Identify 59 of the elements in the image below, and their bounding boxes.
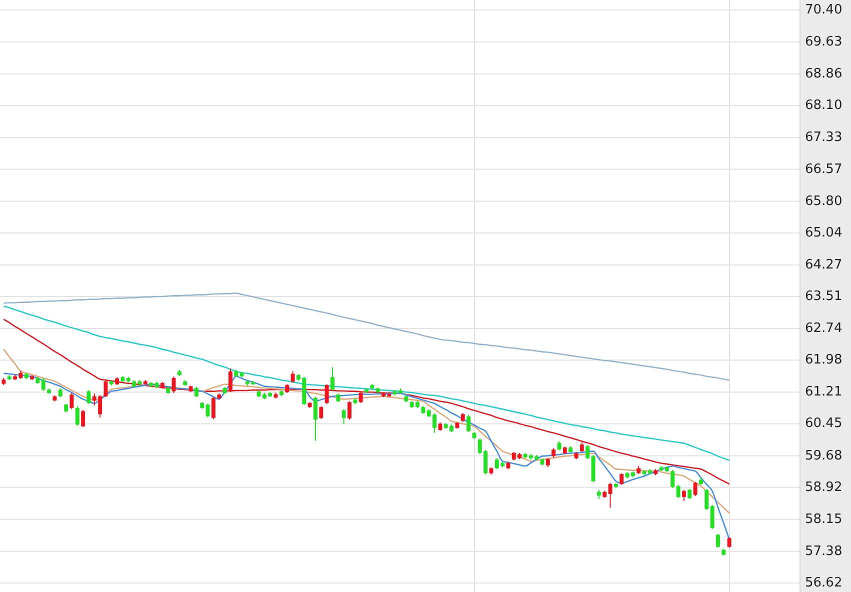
y-tick-label: 64.27: [805, 257, 842, 272]
candlestick: [81, 410, 86, 428]
candlestick: [693, 481, 698, 497]
candlestick: [342, 408, 346, 425]
y-tick-label: 58.15: [805, 512, 842, 527]
candlestick: [330, 366, 334, 391]
candlestick: [104, 380, 108, 398]
y-tick-label: 69.63: [805, 34, 842, 50]
y-tick-label: 68.86: [805, 66, 842, 82]
candlestick: [688, 488, 692, 500]
candlestick: [727, 536, 732, 548]
candlestick: [466, 414, 471, 433]
line-series: [3, 305, 730, 461]
y-tick-label: 70.40: [805, 2, 842, 18]
y-tick-label: 57.38: [805, 544, 842, 559]
line-series: [3, 348, 730, 514]
candlestick: [620, 472, 624, 486]
line-series: [3, 292, 730, 381]
candlestick: [682, 489, 686, 502]
candlestick: [319, 406, 324, 420]
candlestick: [670, 469, 675, 489]
candlestick: [41, 378, 46, 392]
candlestick: [75, 406, 80, 426]
candlestick: [86, 390, 91, 405]
candlestick: [324, 384, 329, 405]
candlestick: [580, 442, 584, 453]
candlestick: [172, 376, 176, 394]
candlestick: [586, 444, 590, 460]
y-tick-label: 63.51: [805, 289, 842, 304]
candlestick: [460, 412, 465, 423]
candlestick: [608, 482, 612, 508]
y-tick-label: 65.80: [805, 194, 842, 209]
candlestick: [348, 400, 352, 420]
y-tick-label: 61.21: [805, 384, 842, 400]
candlestick: [716, 533, 720, 548]
y-tick-label: 58.92: [805, 480, 842, 495]
candlestick: [194, 386, 198, 398]
line-series: [3, 372, 730, 540]
candlestick: [206, 402, 210, 418]
y-tick-label: 60.45: [805, 416, 842, 432]
y-tick-label: 66.57: [805, 162, 842, 177]
y-tick-label: 67.33: [805, 130, 842, 146]
candlestick: [710, 504, 714, 530]
y-tick-label: 68.10: [805, 98, 842, 114]
y-tick-label: 59.68: [805, 448, 842, 464]
candlestick: [596, 489, 601, 500]
y-tick-label: 56.62: [805, 576, 842, 590]
line-series: [3, 318, 730, 485]
candlestick: [228, 368, 232, 393]
y-tick-label: 62.74: [805, 321, 842, 336]
candlestick: [552, 448, 556, 458]
candlestick: [313, 396, 318, 442]
candlestick: [704, 488, 709, 510]
candlestick: [70, 392, 74, 410]
candlestick: [358, 392, 363, 404]
y-tick-label: 65.04: [805, 225, 842, 240]
y-tick-label: 61.98: [805, 352, 842, 368]
candlestick: [290, 370, 295, 384]
candlestick: [676, 484, 680, 499]
